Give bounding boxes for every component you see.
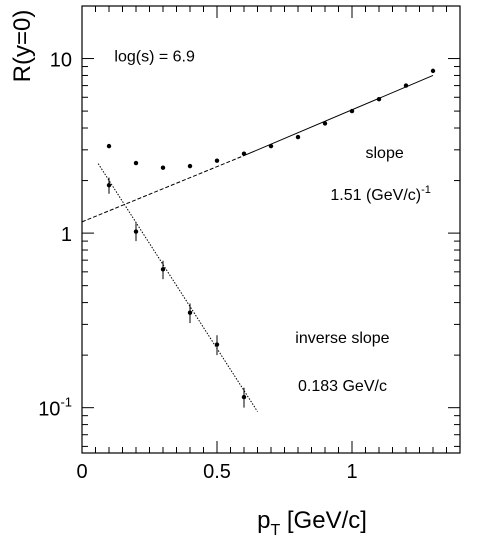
annotation-main: slope [366,145,404,162]
fit-line-solid [243,75,434,157]
data-point [268,143,274,149]
data-point [430,68,436,74]
data-point [322,121,328,126]
fit-line-dashed [81,155,245,223]
data-point [187,163,193,169]
x-axis-label: pT [GeV/c] [257,507,367,539]
data-point [295,134,301,140]
data-points [106,68,436,408]
data-point [403,83,409,88]
x-tick-label: 1 [346,461,357,483]
data-point [160,165,166,170]
axis-ticks [81,5,461,453]
x-axis-label-rest: [GeV/c] [280,507,367,534]
annotation-main: 1.51 (GeV/c) [330,187,421,204]
data-point [241,151,247,156]
data-point [133,229,139,234]
annotation-text: slope [366,145,404,162]
annotation-main: inverse slope [295,330,389,347]
annotation-text: 0.183 GeV/c [298,378,387,395]
y-tick-label: 10-1 [38,395,72,421]
x-tick-label: 0 [76,461,87,483]
x-axis-label-main: p [257,507,270,534]
y-axis-label: R(y=0) [9,10,36,83]
y-tick-label: 1 [61,224,72,246]
fit-line-dotted [97,163,258,412]
y-tick-label-exponent: -1 [60,395,72,410]
x-tick-label: 0.5 [203,461,231,483]
annotation-text: 1.51 (GeV/c)-1 [330,184,430,204]
data-point [214,158,220,163]
y-tick-label: 10 [50,50,72,72]
x-axis-label-sub: T [270,522,280,539]
data-point [241,394,247,400]
data-point [376,96,382,102]
data-point [187,310,193,315]
data-point [133,160,139,166]
annotation-main: 0.183 GeV/c [298,378,387,395]
plot-frame [81,5,461,454]
annotation-main: log(s) = 6.9 [114,49,195,66]
data-point [106,183,112,188]
data-point [214,342,220,347]
y-tick-label-base: 10 [38,399,60,421]
annotation-text: log(s) = 6.9 [114,49,195,66]
data-point [349,108,355,114]
fit-lines [81,75,434,412]
data-point [106,143,112,149]
annotations: log(s) = 6.9 slope 1.51 (GeV/c)-1 inverse s… [114,49,430,395]
annotation-text: inverse slope [295,330,389,347]
data-point [160,267,166,272]
annotation-superscript: -1 [421,184,431,196]
